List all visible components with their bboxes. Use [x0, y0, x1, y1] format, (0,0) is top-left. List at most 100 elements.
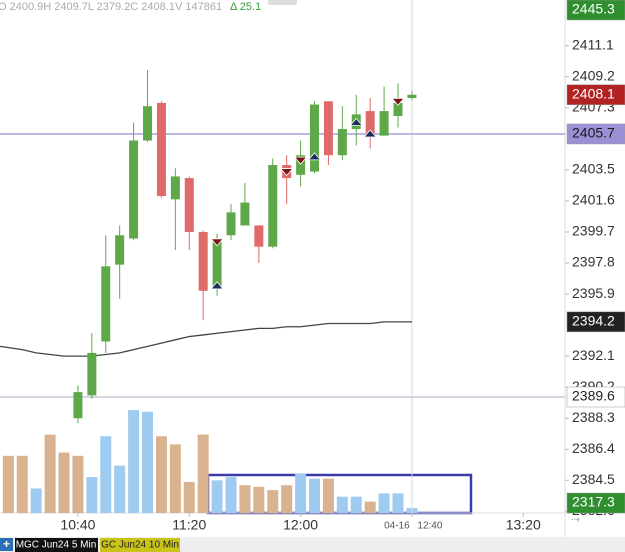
candle-body: [184, 178, 194, 232]
volume-bar: [378, 493, 390, 513]
level-label: 2405.7: [572, 125, 615, 141]
y-tick-label: 2392.1: [572, 347, 615, 363]
level-label-box: [566, 492, 625, 514]
volume-bar: [392, 493, 404, 513]
y-tick-label: 2397.8: [572, 254, 615, 270]
candle-body: [393, 102, 403, 116]
candle-body: [73, 392, 83, 419]
buy-marker: [363, 129, 378, 138]
candle-body: [87, 352, 97, 396]
candle-body: [407, 94, 417, 99]
buy-marker: [307, 152, 322, 161]
volume-bar: [86, 477, 98, 513]
volume-bar: [309, 478, 321, 513]
tab-label[interactable]: GC Jun24 10 Min: [101, 540, 179, 551]
volume-bar: [100, 436, 112, 513]
level-label: 2445.3: [572, 1, 615, 17]
volume-bar: [225, 477, 237, 513]
candle-body: [296, 155, 306, 175]
volume-bar: [295, 473, 307, 513]
level-label: 2389.6: [572, 388, 615, 404]
y-tick-label: 2401.6: [572, 192, 615, 208]
candle-body: [115, 235, 125, 265]
volume-bar: [322, 478, 334, 513]
volume-bar: [114, 465, 126, 513]
volume-bar: [142, 411, 154, 513]
toolbar-button[interactable]: [268, 0, 297, 5]
x-tick-label: 12:00: [283, 517, 318, 533]
add-tab-icon: +: [3, 537, 10, 551]
candle-body: [323, 101, 333, 156]
candle-body: [212, 241, 222, 288]
candle-body: [198, 231, 208, 291]
y-tick-label: 2411.1: [572, 36, 614, 52]
buy-marker: [349, 117, 364, 126]
scroll-arrow[interactable]: ⇢: [571, 514, 580, 526]
volume-bar: [267, 490, 279, 513]
level-label-box: [566, 84, 625, 106]
volume-bar: [16, 455, 28, 513]
candle-body: [337, 129, 347, 156]
volume-bar: [197, 434, 209, 513]
sell-marker: [293, 156, 308, 165]
volume-bar: [183, 481, 195, 513]
x-tick-label: 11:20: [172, 517, 206, 533]
buy-marker: [210, 281, 224, 290]
level-label: 2317.3: [572, 494, 615, 510]
candle-body: [170, 176, 180, 200]
volume-bar: [72, 455, 84, 513]
ohlc-header: O 2400.9H 2409.7L 2379.2C 2408.1V 147861: [0, 1, 222, 13]
y-tick-label: 2384.5: [572, 471, 615, 487]
candle-body: [226, 212, 236, 236]
sell-marker: [279, 168, 294, 177]
candle-body: [379, 111, 389, 136]
volume-bar: [30, 488, 42, 513]
y-tick-label: 2395.9: [572, 285, 615, 301]
tab[interactable]: [15, 538, 98, 552]
candle-body: [268, 165, 278, 247]
volume-bar: [211, 480, 223, 513]
level-label: 2394.2: [572, 313, 615, 329]
volume-bar: [364, 501, 376, 513]
level-label-box: [566, 311, 625, 333]
tab[interactable]: [100, 538, 180, 552]
add-tab-button[interactable]: [0, 538, 13, 551]
candle-body: [240, 202, 250, 226]
volume-bar: [350, 496, 362, 513]
volume-bar: [128, 410, 140, 513]
x-tick-label: 10:40: [60, 517, 95, 533]
candle-body: [143, 106, 153, 141]
y-tick-label: 2403.5: [572, 161, 615, 177]
candle-body: [310, 104, 320, 172]
change-header: Δ 25.1: [230, 1, 261, 13]
candle-body: [365, 111, 375, 138]
x-tick-label: 13:20: [506, 517, 541, 533]
level-label-box: [566, 0, 625, 21]
x-tick-label: 12:40: [417, 521, 442, 532]
volume-bar: [44, 434, 56, 513]
volume-bar: [239, 485, 251, 513]
y-tick-label: 2399.7: [572, 223, 615, 239]
y-tick-label: 2386.4: [572, 440, 615, 456]
candle-body: [101, 266, 111, 342]
candle-body: [129, 140, 139, 239]
y-tick-label: 2409.2: [572, 67, 615, 83]
candle-body: [254, 225, 264, 247]
y-tick-label: 2388.3: [572, 409, 615, 425]
candle-body: [156, 102, 166, 197]
volume-bar: [2, 455, 14, 513]
tab-label[interactable]: MGC Jun24 5 Min: [16, 540, 97, 551]
volume-bar: [336, 496, 348, 513]
sell-marker: [210, 238, 224, 247]
volume-bar: [281, 485, 293, 513]
volume-bar: [58, 452, 70, 513]
volume-bar: [253, 486, 265, 513]
moving-average: [0, 321, 412, 357]
sell-marker: [391, 97, 405, 106]
x-tick-date: 04-16: [384, 521, 410, 532]
volume-bar: [155, 436, 167, 513]
volume-bar: [169, 444, 181, 513]
